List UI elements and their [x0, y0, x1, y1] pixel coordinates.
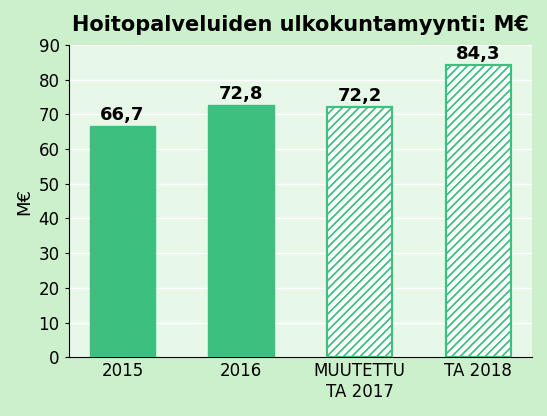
- Text: 84,3: 84,3: [456, 45, 501, 63]
- Bar: [208, 104, 274, 357]
- Text: 72,8: 72,8: [219, 85, 263, 103]
- Bar: [446, 64, 511, 357]
- Bar: [90, 126, 155, 357]
- Bar: [446, 64, 511, 357]
- Y-axis label: M€: M€: [15, 188, 33, 215]
- Title: Hoitopalveluiden ulkokuntamyynti: M€: Hoitopalveluiden ulkokuntamyynti: M€: [72, 15, 529, 35]
- Text: 66,7: 66,7: [100, 106, 144, 124]
- Bar: [327, 106, 392, 357]
- Bar: [327, 106, 392, 357]
- Text: 72,2: 72,2: [337, 87, 382, 105]
